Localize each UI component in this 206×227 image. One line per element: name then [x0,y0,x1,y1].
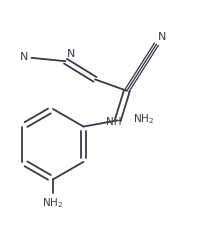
Text: N: N [20,52,29,62]
Text: N: N [67,49,75,59]
Text: N: N [158,32,166,42]
Text: NH$_2$: NH$_2$ [132,112,154,126]
Text: NH: NH [106,117,122,127]
Text: NH$_2$: NH$_2$ [42,196,64,210]
